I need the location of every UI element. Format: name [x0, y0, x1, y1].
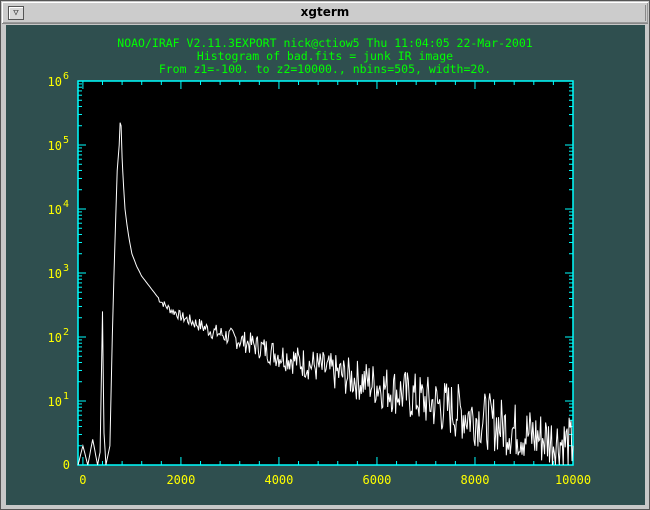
y-tick-label: 0 [63, 458, 70, 472]
y-tick-exponent: 2 [63, 327, 69, 338]
titlebar-separator [645, 5, 646, 21]
x-axis-labels: 0 2000 4000 6000 8000 10000 [79, 473, 591, 487]
x-tick-label: 0 [79, 473, 86, 487]
header-line-1: NOAO/IRAF V2.11.3EXPORT nick@ctiow5 Thu … [117, 36, 532, 50]
y-tick-exponent: 5 [63, 135, 69, 146]
x-tick-label: 10000 [555, 473, 591, 487]
header-line-3: From z1=-100. to z2=10000., nbins=505, w… [159, 62, 491, 76]
window-title: xgterm [300, 5, 350, 19]
y-tick-label: 10 [48, 75, 62, 89]
x-tick-label: 4000 [264, 473, 293, 487]
header-line-2: Histogram of bad.fits = junk IR image [197, 49, 453, 63]
x-tick-label: 6000 [363, 473, 392, 487]
y-tick-exponent: 1 [63, 391, 69, 402]
title-bar[interactable]: ▽ xgterm [2, 2, 648, 24]
plot-area [77, 80, 574, 466]
y-tick-exponent: 4 [63, 199, 69, 210]
histogram-plot: NOAO/IRAF V2.11.3EXPORT nick@ctiow5 Thu … [48, 36, 592, 487]
down-triangle-icon: ▽ [13, 8, 19, 18]
x-tick-label: 2000 [166, 473, 195, 487]
y-tick-exponent: 3 [63, 263, 69, 274]
terminal-graphics-area[interactable]: NOAO/IRAF V2.11.3EXPORT nick@ctiow5 Thu … [6, 25, 645, 505]
axis-ticks [78, 80, 574, 466]
y-tick-label: 10 [48, 139, 62, 153]
y-tick-label: 10 [48, 395, 62, 409]
y-tick-exponent: 6 [63, 71, 69, 82]
window-menu-button[interactable]: ▽ [8, 6, 24, 20]
y-tick-label: 10 [48, 203, 62, 217]
x-tick-label: 8000 [461, 473, 490, 487]
y-tick-label: 10 [48, 267, 62, 281]
histogram-trace [77, 122, 574, 466]
y-tick-label: 10 [48, 331, 62, 345]
